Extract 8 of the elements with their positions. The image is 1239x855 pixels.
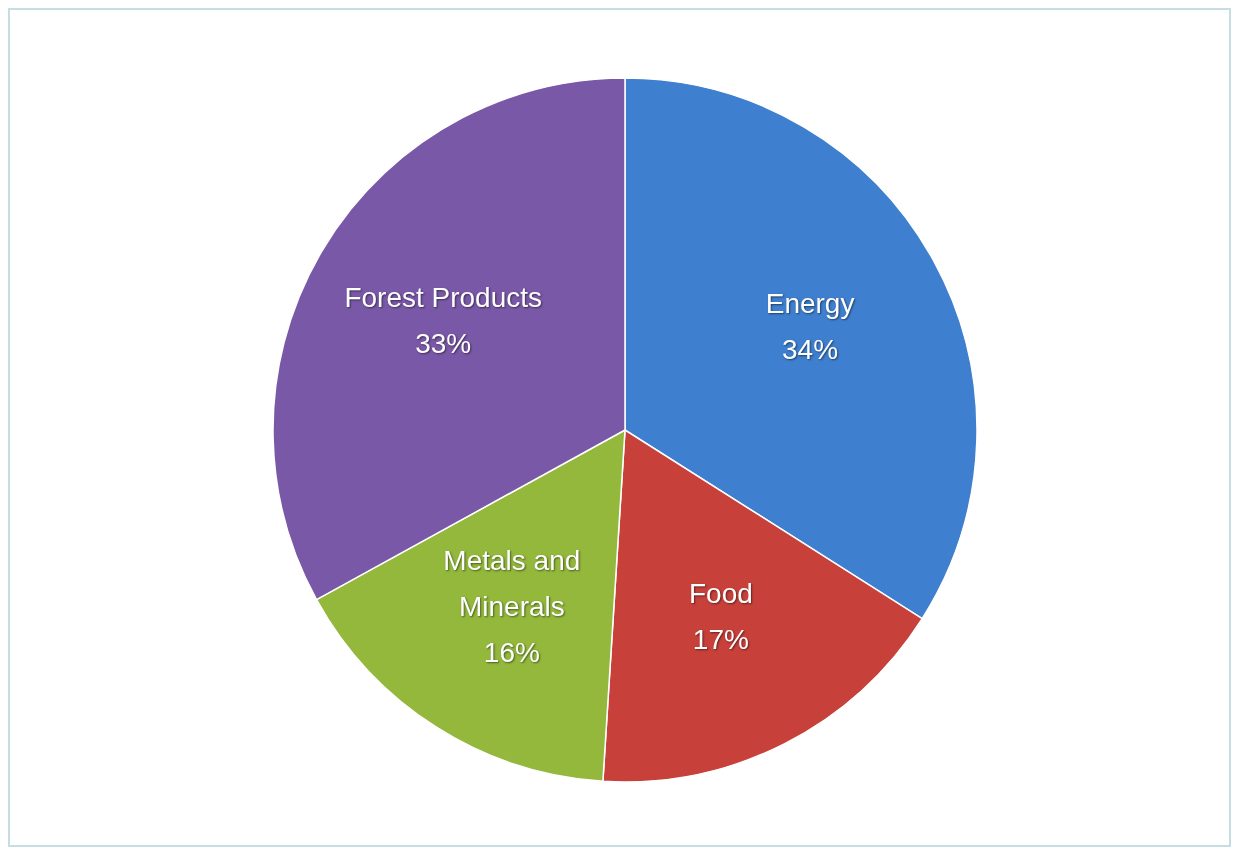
- slice-label: Forest Products: [344, 281, 543, 313]
- data-label: 34%: [782, 333, 839, 365]
- data-label: 16%: [483, 636, 540, 668]
- data-label: 17%: [692, 623, 749, 655]
- slice-label: Metals and Minerals: [443, 544, 581, 622]
- data-label: 33%: [415, 327, 472, 359]
- slice-label: Food: [688, 577, 753, 609]
- slice-label: Energy: [765, 287, 855, 319]
